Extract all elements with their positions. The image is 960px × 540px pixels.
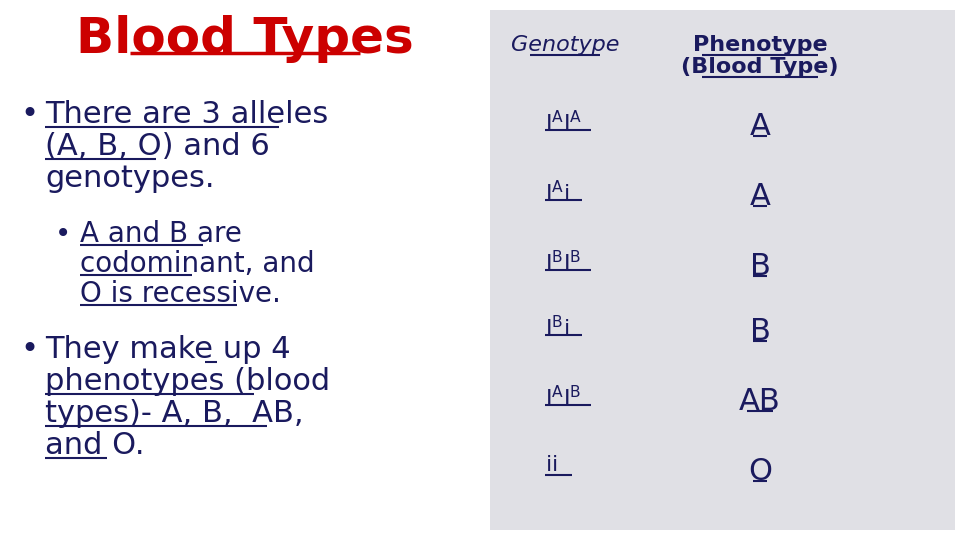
Text: types)- A, B,  AB,: types)- A, B, AB, <box>45 399 303 428</box>
Text: A: A <box>750 182 771 211</box>
Text: There are 3 alleles: There are 3 alleles <box>45 100 328 129</box>
Text: $\mathrm{I^{A}I^{A}}$: $\mathrm{I^{A}I^{A}}$ <box>545 110 583 135</box>
Text: •: • <box>20 100 38 129</box>
Bar <box>490 10 955 530</box>
Text: phenotypes (blood: phenotypes (blood <box>45 367 330 396</box>
Text: B: B <box>750 252 771 281</box>
Text: genotypes.: genotypes. <box>45 164 214 193</box>
Text: AB: AB <box>739 387 780 416</box>
Text: Blood Types: Blood Types <box>76 15 414 63</box>
Text: and O.: and O. <box>45 431 145 460</box>
Text: •: • <box>20 335 38 364</box>
Text: A and B are: A and B are <box>80 220 242 248</box>
Text: (Blood Type): (Blood Type) <box>682 57 839 77</box>
Text: $\mathrm{I^{B}i}$: $\mathrm{I^{B}i}$ <box>545 315 569 340</box>
Text: O is recessive.: O is recessive. <box>80 280 281 308</box>
Text: $\mathrm{I^{B}I^{B}}$: $\mathrm{I^{B}I^{B}}$ <box>545 250 582 275</box>
Text: $\mathrm{I^{A}I^{B}}$: $\mathrm{I^{A}I^{B}}$ <box>545 385 582 410</box>
Text: Phenotype: Phenotype <box>693 35 828 55</box>
Text: They make up 4: They make up 4 <box>45 335 291 364</box>
Text: Genotype: Genotype <box>511 35 619 55</box>
Text: (A, B, O) and 6: (A, B, O) and 6 <box>45 132 270 161</box>
Text: codominant, and: codominant, and <box>80 250 315 278</box>
Text: •: • <box>55 220 71 248</box>
Text: $\mathrm{ii}$: $\mathrm{ii}$ <box>545 455 558 475</box>
Text: $\mathrm{I^{A}i}$: $\mathrm{I^{A}i}$ <box>545 180 569 205</box>
Text: B: B <box>750 317 771 346</box>
Text: O: O <box>748 457 772 486</box>
Text: A: A <box>750 112 771 141</box>
